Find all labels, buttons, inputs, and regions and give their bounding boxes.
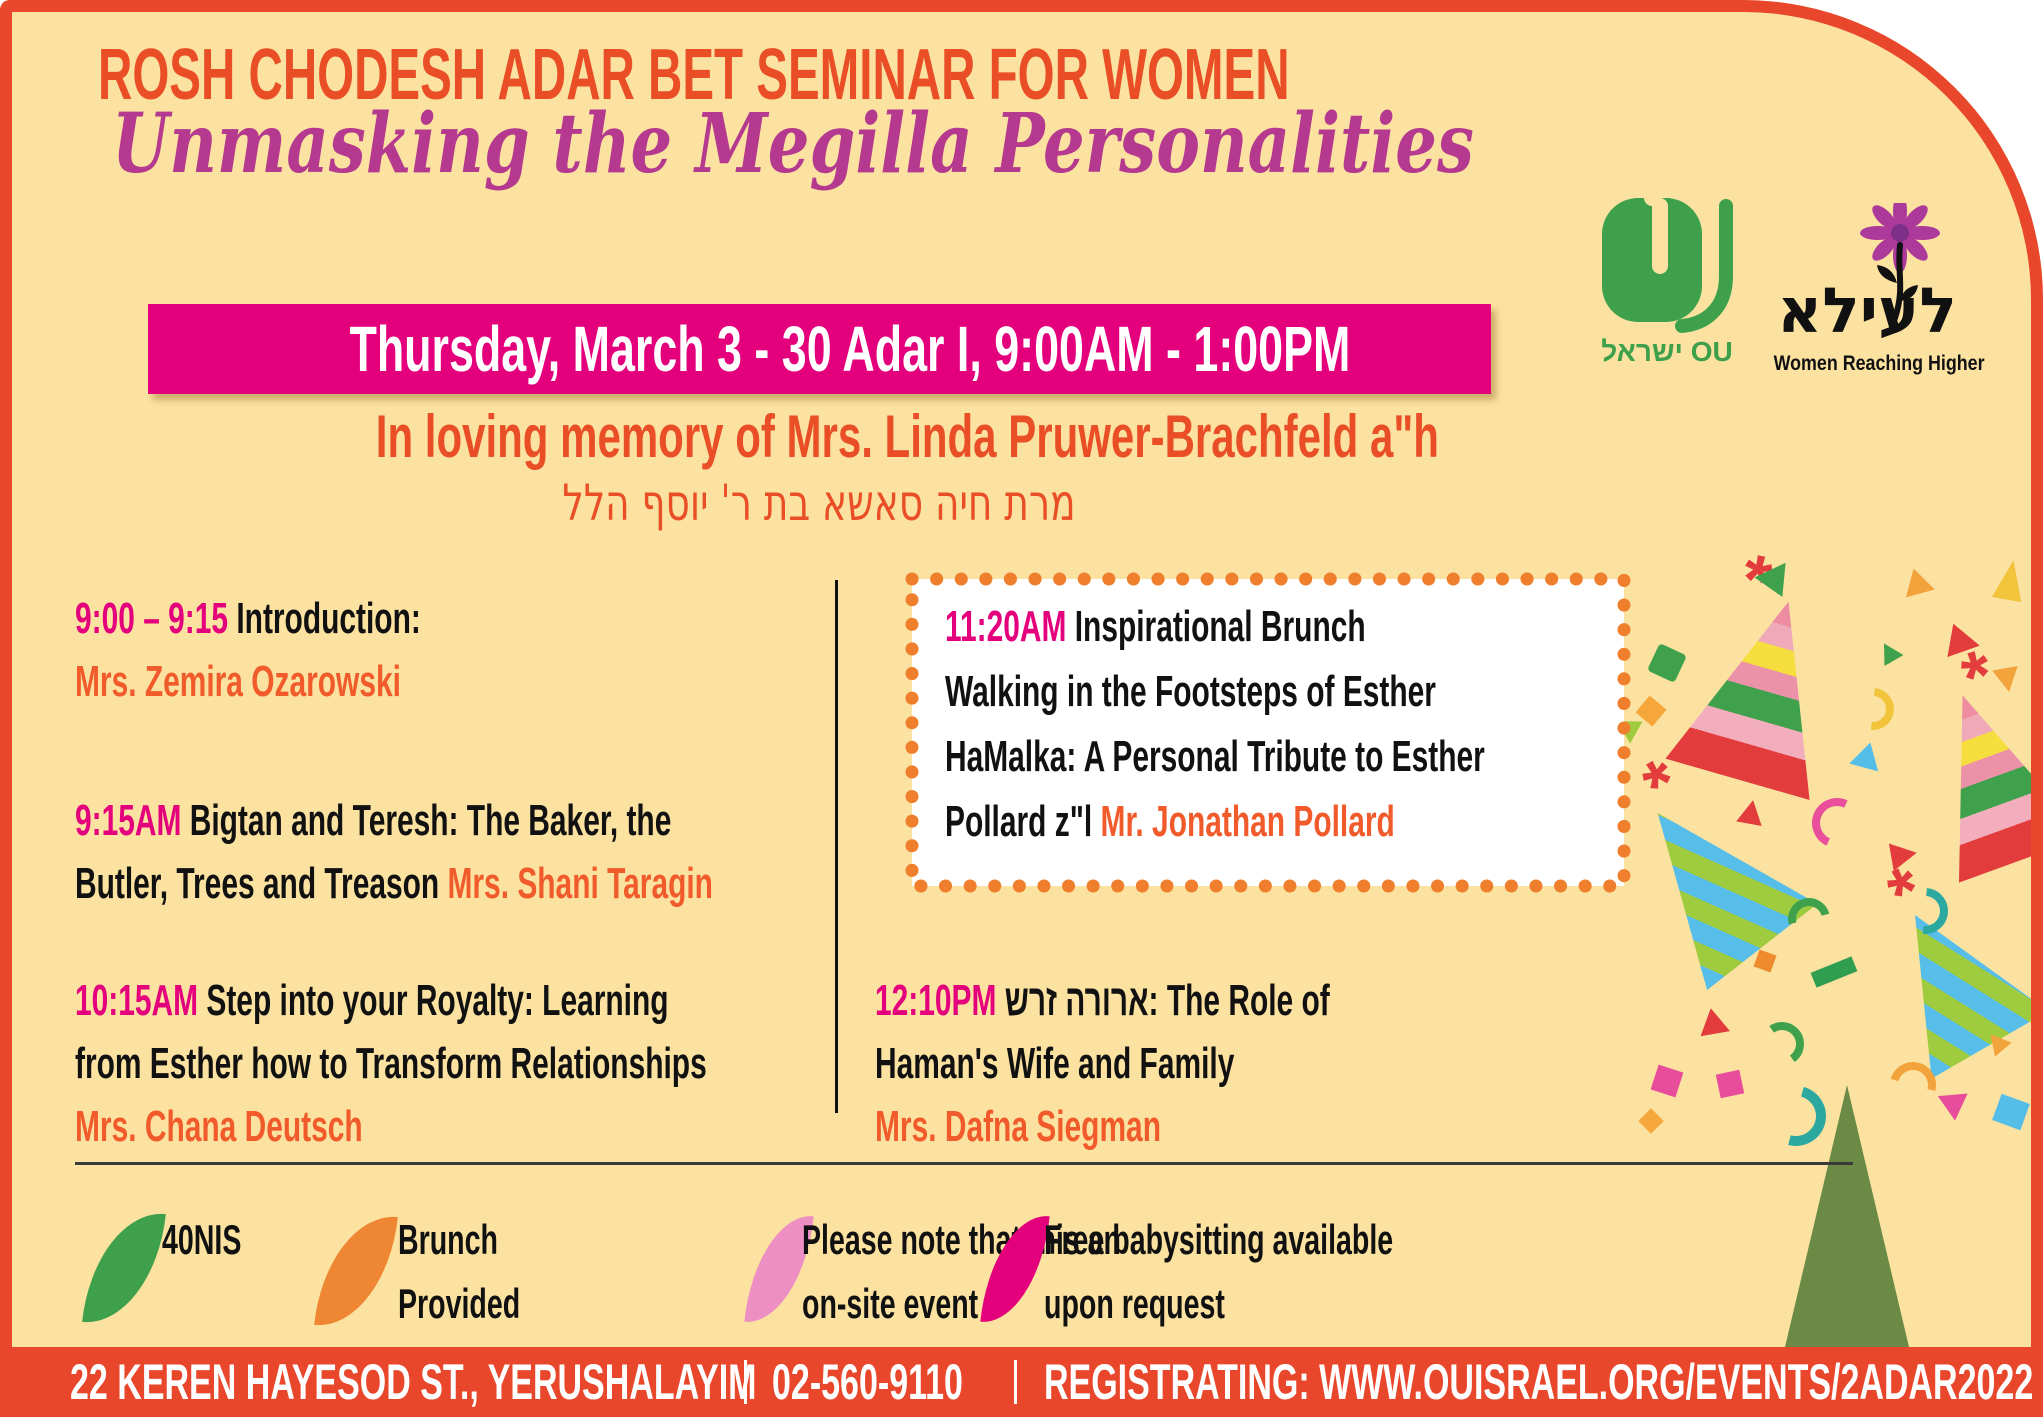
schedule-item: 12:10PM ארורה זרש: The Role of Haman's W… [875, 969, 1501, 1158]
speaker-name: Mrs. Chana Deutsch [75, 1102, 363, 1151]
legend-divider [75, 1162, 1853, 1165]
date-banner: Thursday, March 3 - 30 Adar I, 9:00AM - … [148, 304, 1491, 394]
legend-label: Brunch Provided [398, 1216, 521, 1327]
session-title: Bigtan and Teresh: The Baker, the [189, 796, 672, 845]
schedule-item: 10:15AM Step into your Royalty: Learning… [75, 969, 707, 1158]
ou-logo-icon [1602, 198, 1733, 333]
page-title: ROSH CHODESH ADAR BET SEMINAR FOR WOMEN [98, 35, 1290, 115]
legend-label: Free babysitting available upon request [1044, 1216, 1394, 1327]
layla-logo-hebrew: לעילא [1777, 274, 1957, 347]
session-title: Butler, Trees and Treason [75, 859, 440, 908]
session-box: 11:20AM Inspirational Brunch Walking in … [903, 570, 1633, 895]
session-title: ארורה זרש: The Role of [1004, 976, 1330, 1025]
dotted-border [905, 572, 1631, 893]
flower-icon [1860, 203, 1940, 321]
time-label: 12:10PM [875, 976, 997, 1025]
session-title: HaMalka: A Personal Tribute to Esther [945, 732, 1485, 781]
session-title: Haman's Wife and Family [875, 1039, 1235, 1088]
subtitle-script: Unmasking the Megilla Personalities [112, 96, 1474, 192]
speaker-name: Mrs. Dafna Siegman [875, 1102, 1161, 1151]
layla-logo-tagline: Women Reaching Higher [1773, 352, 1985, 375]
session-title: from Esther how to Transform Relationshi… [75, 1039, 707, 1088]
session-title: Walking in the Footsteps of Esther [945, 667, 1436, 716]
session-title: Step into your Royalty: Learning [206, 976, 669, 1025]
footer-phone: 02-560-9110 [772, 1354, 963, 1410]
time-label: 11:20AM [945, 602, 1067, 651]
footer-registration: REGISTRATING: WWW.OUISRAEL.ORG/EVENTS/2A… [1044, 1354, 2034, 1410]
session-title: Introduction: [236, 594, 421, 643]
footer-divider [1014, 1360, 1017, 1404]
time-label: 9:15AM [75, 796, 182, 845]
time-label: 9:00 – 9:15 [75, 594, 229, 643]
speaker-name: Mrs. Shani Taragin [447, 859, 713, 908]
footer-address: 22 KEREN HAYESOD ST., YERUSHALAYIM [70, 1354, 757, 1410]
schedule-item: 9:15AM Bigtan and Teresh: The Baker, the… [75, 789, 713, 915]
session-title: Inspirational Brunch [1074, 602, 1366, 651]
legend-label: 40NIS [162, 1216, 242, 1263]
time-label: 10:15AM [75, 976, 199, 1025]
memorial-line-he: מרת חיה סאשא בת ר' יוסף הלל [562, 474, 1077, 532]
session-title: Pollard z"l [945, 797, 1093, 846]
column-divider [835, 580, 838, 1113]
schedule-item: 9:00 – 9:15 Introduction: Mrs. Zemira Oz… [75, 587, 701, 713]
ou-logo-caption: OU ישראל [1601, 336, 1733, 367]
speaker-name: Mr. Jonathan Pollard [1100, 797, 1395, 846]
legend-label: Please note that this an on-site event [802, 1216, 1122, 1327]
footer-divider [744, 1360, 747, 1404]
schedule-item: 11:20AM Inspirational Brunch Walking in … [945, 594, 1598, 854]
footer-bar [0, 1347, 2043, 1417]
date-banner-text: Thursday, March 3 - 30 Adar I, 9:00AM - … [349, 313, 1351, 385]
memorial-line-en: In loving memory of Mrs. Linda Pruwer-Br… [375, 403, 1439, 470]
speaker-name: Mrs. Zemira Ozarowski [75, 657, 401, 706]
